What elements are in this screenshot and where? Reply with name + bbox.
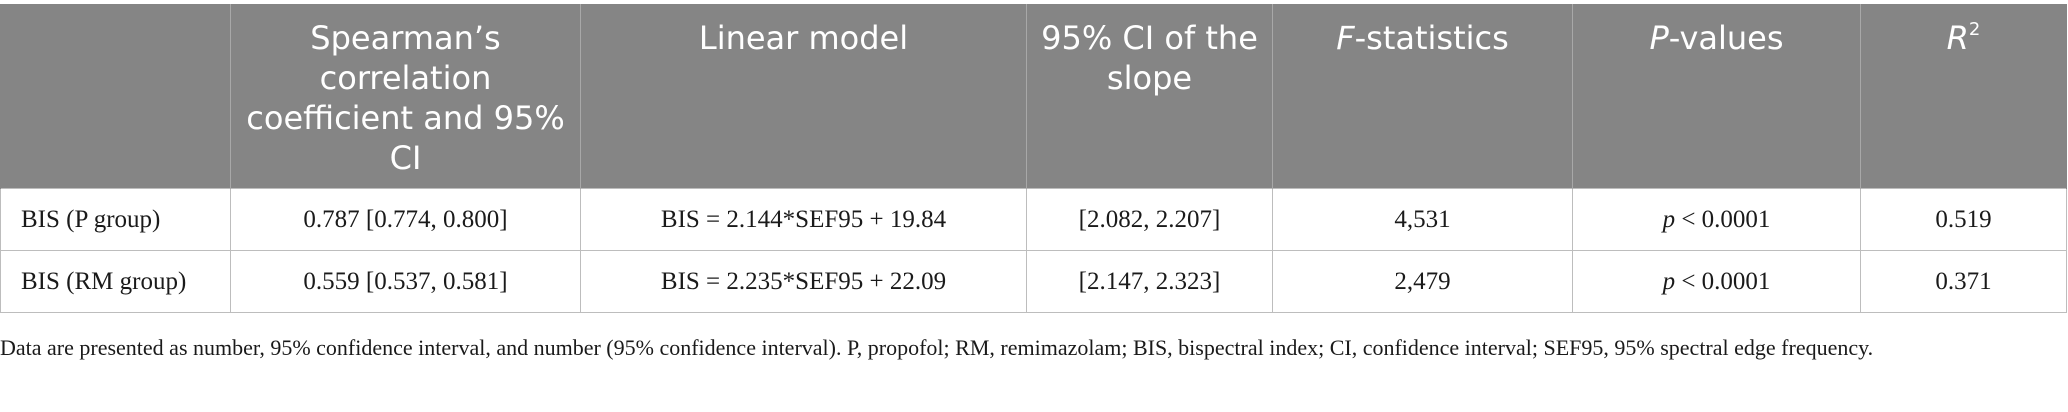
header-linear-model: Linear model [580,4,1027,189]
cell-p-value: p < 0.0001 [1572,188,1861,251]
cell-p-letter: p [1662,267,1676,295]
header-p-letter: P [1649,19,1669,57]
cell-spearman: 0.787 [0.774, 0.800] [230,188,581,251]
cell-r-squared: 0.371 [1860,250,2067,313]
table-footnote: Data are presented as number, 95% confid… [0,335,1874,360]
results-table: Spearman’s correlation coefficient and 9… [0,4,2067,313]
cell-p-value: p < 0.0001 [1572,250,1861,313]
header-r-superscript: 2 [1968,19,1981,40]
header-spearman: Spearman’s correlation coefficient and 9… [230,4,581,189]
header-f-suffix: -statistics [1354,19,1509,57]
cell-p-number: < 0.0001 [1675,205,1771,233]
header-r-squared: R2 [1860,4,2067,189]
header-blank [0,4,231,189]
header-f-statistics: F-statistics [1272,4,1573,189]
table-row: BIS (RM group) 0.559 [0.537, 0.581] BIS … [0,250,2067,313]
header-ci-slope: 95% CI of the slope [1026,4,1273,189]
table-row: BIS (P group) 0.787 [0.774, 0.800] BIS =… [0,188,2067,251]
header-f-letter: F [1336,19,1355,57]
cell-linear-model: BIS = 2.235*SEF95 + 22.09 [580,250,1027,313]
results-table-container: Spearman’s correlation coefficient and 9… [0,4,2067,313]
header-p-values: P-values [1572,4,1861,189]
cell-linear-model: BIS = 2.144*SEF95 + 19.84 [580,188,1027,251]
cell-r-squared: 0.519 [1860,188,2067,251]
header-p-suffix: -values [1668,19,1784,57]
row-label: BIS (RM group) [0,250,231,313]
cell-p-letter: p [1662,205,1676,233]
cell-spearman: 0.559 [0.537, 0.581] [230,250,581,313]
header-row: Spearman’s correlation coefficient and 9… [0,4,2067,189]
row-label: BIS (P group) [0,188,231,251]
cell-ci-slope: [2.082, 2.207] [1026,188,1273,251]
cell-p-number: < 0.0001 [1675,267,1771,295]
header-r-letter: R [1946,19,1969,57]
cell-f-statistics: 2,479 [1272,250,1573,313]
cell-f-statistics: 4,531 [1272,188,1573,251]
cell-ci-slope: [2.147, 2.323] [1026,250,1273,313]
